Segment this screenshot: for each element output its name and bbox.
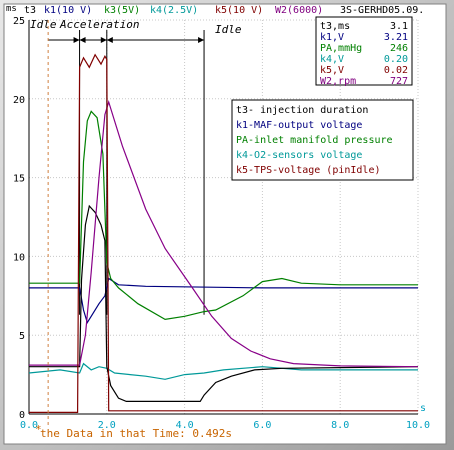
- series-line-w2: [29, 99, 419, 368]
- channel-header: ms t3 k1(10 V) k3(5V) k4(2.5V) k5(10 V) …: [6, 4, 424, 16]
- readout-value-1: 3.21: [384, 32, 408, 43]
- readout-value-2: 246: [390, 43, 408, 54]
- legend-entry-2: PA-inlet manifold pressure: [236, 135, 393, 146]
- y-tick-label-2: 10: [13, 252, 25, 263]
- readout-value-0: 3.1: [390, 21, 408, 32]
- series-line-k5: [29, 53, 418, 413]
- y-tick-label-3: 15: [13, 174, 25, 185]
- header-k3: k3(5V): [104, 5, 140, 16]
- x-tick-label-4: 8.0: [331, 420, 349, 431]
- header-k4: k4(2.5V): [150, 5, 198, 16]
- x-tick-label-2: 4.0: [176, 420, 194, 431]
- readout-value-5: 727: [390, 76, 408, 87]
- readout-label-1: k1,V: [320, 32, 344, 43]
- phase-arrow-head-left-1: [79, 37, 86, 43]
- header-k1: k1(10 V): [44, 5, 92, 16]
- phase-acceleration: Acceleration: [59, 18, 139, 31]
- x-axis-label: s: [420, 403, 426, 414]
- legend-entry-4: k5-TPS-voltage (pinIdle): [236, 165, 381, 176]
- phase-arrow-head-right-2: [198, 37, 205, 43]
- x-tick-label-5: 10.0: [406, 420, 430, 431]
- series-line-k4: [28, 362, 418, 380]
- y-tick-label-0: 0: [19, 410, 25, 421]
- y-tick-label-5: 25: [13, 16, 25, 27]
- readout-label-0: t3,ms: [320, 21, 350, 32]
- x-tick-label-0: 0.0: [20, 420, 38, 431]
- readout-label-3: k4,V: [320, 54, 344, 65]
- phase-arrow-head-left-2: [106, 37, 113, 43]
- y-tick-label-1: 5: [19, 331, 25, 342]
- readout-label-5: W2,rpm: [320, 76, 356, 87]
- series-line-k1: [29, 277, 418, 325]
- series-line-t3: [29, 204, 419, 402]
- readout-box: t3,ms 3.1 k1,V 3.21 PA,mmHg 246 k4,V 0.20 k5,V 0.…: [315, 16, 413, 87]
- x-tick-label-3: 6.0: [253, 420, 271, 431]
- axes: 0.0 2.0 4.0 6.0 8.0 10.0 0 5 10 15 20 25 s: [13, 16, 430, 431]
- legend-box: t3- injection duration k1-MAF-output volt…: [231, 99, 414, 181]
- series-line-pa: [29, 110, 418, 321]
- cursor-asterisk: *: [35, 423, 42, 436]
- y-tick-label-4: 20: [13, 95, 25, 106]
- readout-label-4: k5,V: [320, 65, 344, 76]
- x-tick-label-1: 2.0: [98, 420, 116, 431]
- header-ms-unit: ms: [6, 4, 17, 14]
- legend-entry-1: k1-MAF-output voltage: [236, 120, 362, 131]
- readout-value-4: 0.02: [384, 65, 408, 76]
- legend-entry-3: k4-O2-sensors voltage: [236, 150, 362, 161]
- phase-arrow-head-right-1: [100, 37, 107, 43]
- legend-entry-0: t3- injection duration: [236, 105, 368, 116]
- series-layer: [28, 53, 419, 413]
- phase-idle-2: Idle: [215, 23, 242, 36]
- header-file: 3S-GERHD05.09.: [340, 5, 424, 16]
- readout-label-2: PA,mmHg: [320, 43, 362, 54]
- readout-value-3: 0.20: [384, 54, 408, 65]
- header-t3: t3: [24, 5, 36, 16]
- phase-idle-1: Idle: [30, 18, 57, 31]
- phase-arrow-head-right-0: [73, 37, 80, 43]
- cursor-data-text: the Data in that Time: 0.492s: [40, 427, 232, 440]
- header-k5: k5(10 V): [215, 5, 263, 16]
- header-w2: W2(6000): [275, 5, 323, 16]
